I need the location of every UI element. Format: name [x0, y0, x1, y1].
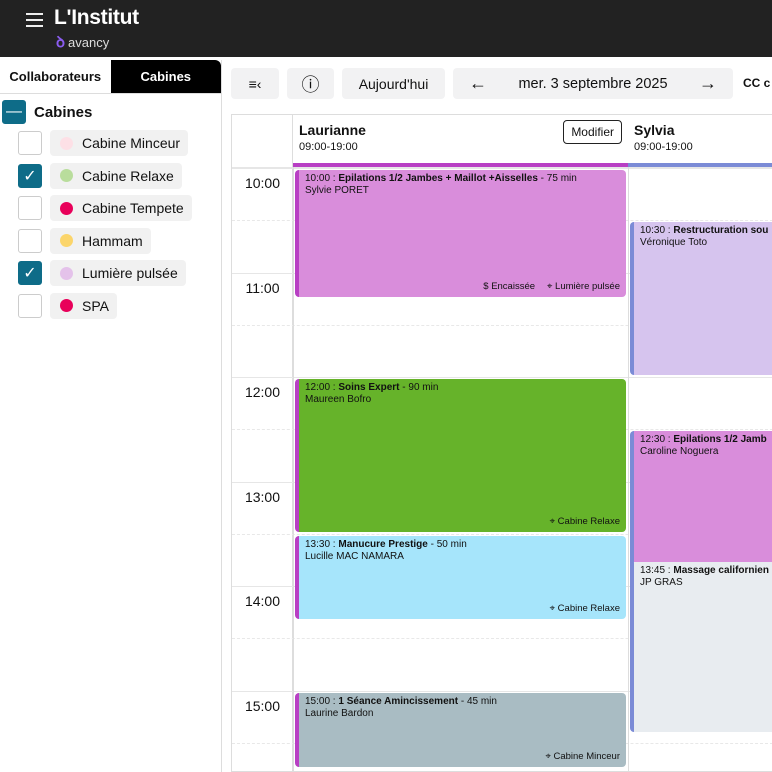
cabin-label: Cabine Minceur [82, 135, 181, 152]
group-checkbox[interactable]: — [2, 100, 26, 124]
appointment[interactable]: 15:00 : 1 Séance Amincissement - 45 min L… [295, 692, 626, 767]
appointment-duration: 45 min [466, 695, 497, 707]
cabin-checkbox[interactable] [18, 228, 42, 253]
tab-cabines[interactable]: Cabines [110, 60, 221, 93]
cabin-color-dot [60, 201, 73, 215]
appointment-time: 15:00 [305, 695, 331, 707]
hour-label: 15:00 [244, 697, 281, 714]
hour-label: 14:00 [244, 593, 281, 609]
appointment-title: Manucure Prestige [338, 538, 428, 550]
cabin-color-dot [60, 169, 73, 183]
status-badge: $ Encaissée [483, 280, 536, 292]
cabin-chip[interactable]: Cabine Tempete [50, 195, 192, 222]
app-title: L'Institut [54, 6, 139, 29]
appointment-time: 13:45 [640, 564, 666, 576]
sidebar: Collaborateurs Cabines — Cabines Cabine M… [0, 60, 222, 772]
cabin-label: Lumière pulsée [82, 265, 178, 282]
cabin-item: Hammam [0, 225, 221, 258]
client-name: Véronique Toto [640, 237, 708, 249]
cabin-item: ✓ Lumière pulsée [0, 257, 221, 290]
cabin-checkbox[interactable]: ✓ [18, 261, 42, 286]
collapse-sidebar-button[interactable]: ≡‹ [231, 68, 279, 99]
appointment[interactable]: 10:30 : Restructuration sou Véronique Tot… [630, 222, 772, 375]
client-name: Sylvie PORET [305, 185, 369, 196]
cabin-location: ⌖ Cabine Relaxe [549, 515, 620, 527]
cabin-chip[interactable]: Hammam [50, 227, 151, 254]
column-header: Sylvia 09:00-19:00 [628, 115, 772, 167]
cabin-color-dot [60, 136, 73, 150]
appointment-time: 10:30 [640, 225, 666, 237]
modify-button[interactable]: Modifier [563, 120, 622, 144]
appointment-title: Massage californien [673, 564, 769, 576]
appointment-duration: 75 min [546, 173, 577, 184]
appointment[interactable]: 13:45 : Massage californien JP GRAS [630, 561, 772, 733]
hour-label: 12:00 [244, 384, 281, 400]
hour-label: 10:00 [244, 175, 281, 191]
appointment[interactable]: 13:30 : Manucure Prestige - 50 min Lucill… [295, 535, 626, 619]
menu-icon[interactable] [26, 13, 43, 27]
next-day-button[interactable]: → [699, 73, 717, 93]
cabin-label: Cabine Tempete [82, 200, 184, 217]
appointment-title: 1 Séance Amincissement [338, 695, 459, 707]
cabin-label: Hammam [82, 232, 143, 249]
cabin-item: Cabine Tempete [0, 192, 221, 225]
cabin-label: Cabine Relaxe [82, 167, 174, 184]
hour-label: 11:00 [245, 279, 280, 296]
cabin-item: ✓ Cabine Relaxe [0, 160, 221, 193]
calendar-grid: 10:00 11:00 12:00 13:00 14:00 15:00 Laurianne 0… [231, 114, 772, 772]
cabin-checkbox[interactable] [18, 196, 42, 221]
appointment[interactable]: 10:00 : Epilations 1/2 Jambes + Maillot … [295, 170, 626, 297]
time-column [232, 115, 293, 771]
cabin-checkbox[interactable] [18, 293, 42, 318]
current-date: mer. 3 septembre 2025 [518, 75, 668, 92]
tab-collaborateurs[interactable]: Collaborateurs [9, 69, 102, 84]
cabin-color-dot [60, 299, 73, 313]
appointment-time: 10:00 [305, 173, 331, 184]
view-label[interactable]: CC c [743, 76, 771, 90]
appointment-duration: 90 min [408, 382, 439, 393]
cabin-location: ⌖ Lumière pulsée [547, 280, 620, 292]
column-header: Laurianne 09:00-19:00 Modifier [293, 115, 628, 167]
cabin-location: ⌖ Cabine Relaxe [549, 602, 620, 614]
cabin-chip[interactable]: SPA [50, 292, 117, 319]
appointment-title: Soins Expert [338, 382, 400, 393]
working-hours: 09:00-19:00 [299, 141, 358, 153]
cabin-item: Cabine Minceur [0, 127, 221, 160]
cabin-chip[interactable]: Cabine Minceur [50, 130, 189, 157]
collaborator-name: Laurianne [299, 122, 366, 138]
hour-label: 13:00 [244, 488, 281, 505]
client-name: Lucille MAC NAMARA [305, 550, 404, 562]
top-bar: L'Institut ꝺ avancy [0, 0, 772, 57]
working-hours: 09:00-19:00 [634, 141, 693, 153]
client-name: Laurine Bardon [305, 707, 374, 719]
client-name: Maureen Bofro [305, 394, 372, 405]
appointment-title: Epilations 1/2 Jamb [673, 434, 767, 446]
cabin-checkbox[interactable] [18, 131, 42, 156]
logo: ꝺ avancy [56, 34, 110, 51]
info-button[interactable]: ⓘ [287, 68, 334, 99]
appointment-time: 12:30 [640, 434, 666, 446]
collaborator-name: Sylvia [634, 122, 675, 138]
cabin-chip[interactable]: Cabine Relaxe [50, 162, 182, 189]
cabin-color-dot [60, 234, 73, 248]
appointment-duration: 50 min [436, 538, 467, 550]
today-button[interactable]: Aujourd'hui [342, 68, 445, 99]
cabin-item: SPA [0, 290, 221, 323]
date-navigator: ← mer. 3 septembre 2025 → [453, 68, 733, 99]
client-name: Caroline Noguera [640, 446, 719, 458]
client-name: JP GRAS [640, 576, 683, 588]
cabin-location: ⌖ Cabine Minceur [545, 750, 620, 762]
prev-day-button[interactable]: ← [469, 73, 487, 93]
cabin-chip[interactable]: Lumière pulsée [50, 260, 186, 287]
appointment-time: 12:00 [305, 382, 331, 393]
appointment-title: Restructuration sou [673, 225, 769, 237]
cabin-checkbox[interactable]: ✓ [18, 163, 42, 188]
appointment-title: Epilations 1/2 Jambes + Maillot +Aissell… [338, 173, 538, 184]
group-label: Cabines [34, 103, 93, 121]
appointment-time: 13:30 [305, 538, 331, 550]
cabin-label: SPA [82, 297, 109, 314]
cabin-color-dot [60, 266, 73, 280]
appointment[interactable]: 12:00 : Soins Expert - 90 min Maureen Bof… [295, 379, 626, 532]
